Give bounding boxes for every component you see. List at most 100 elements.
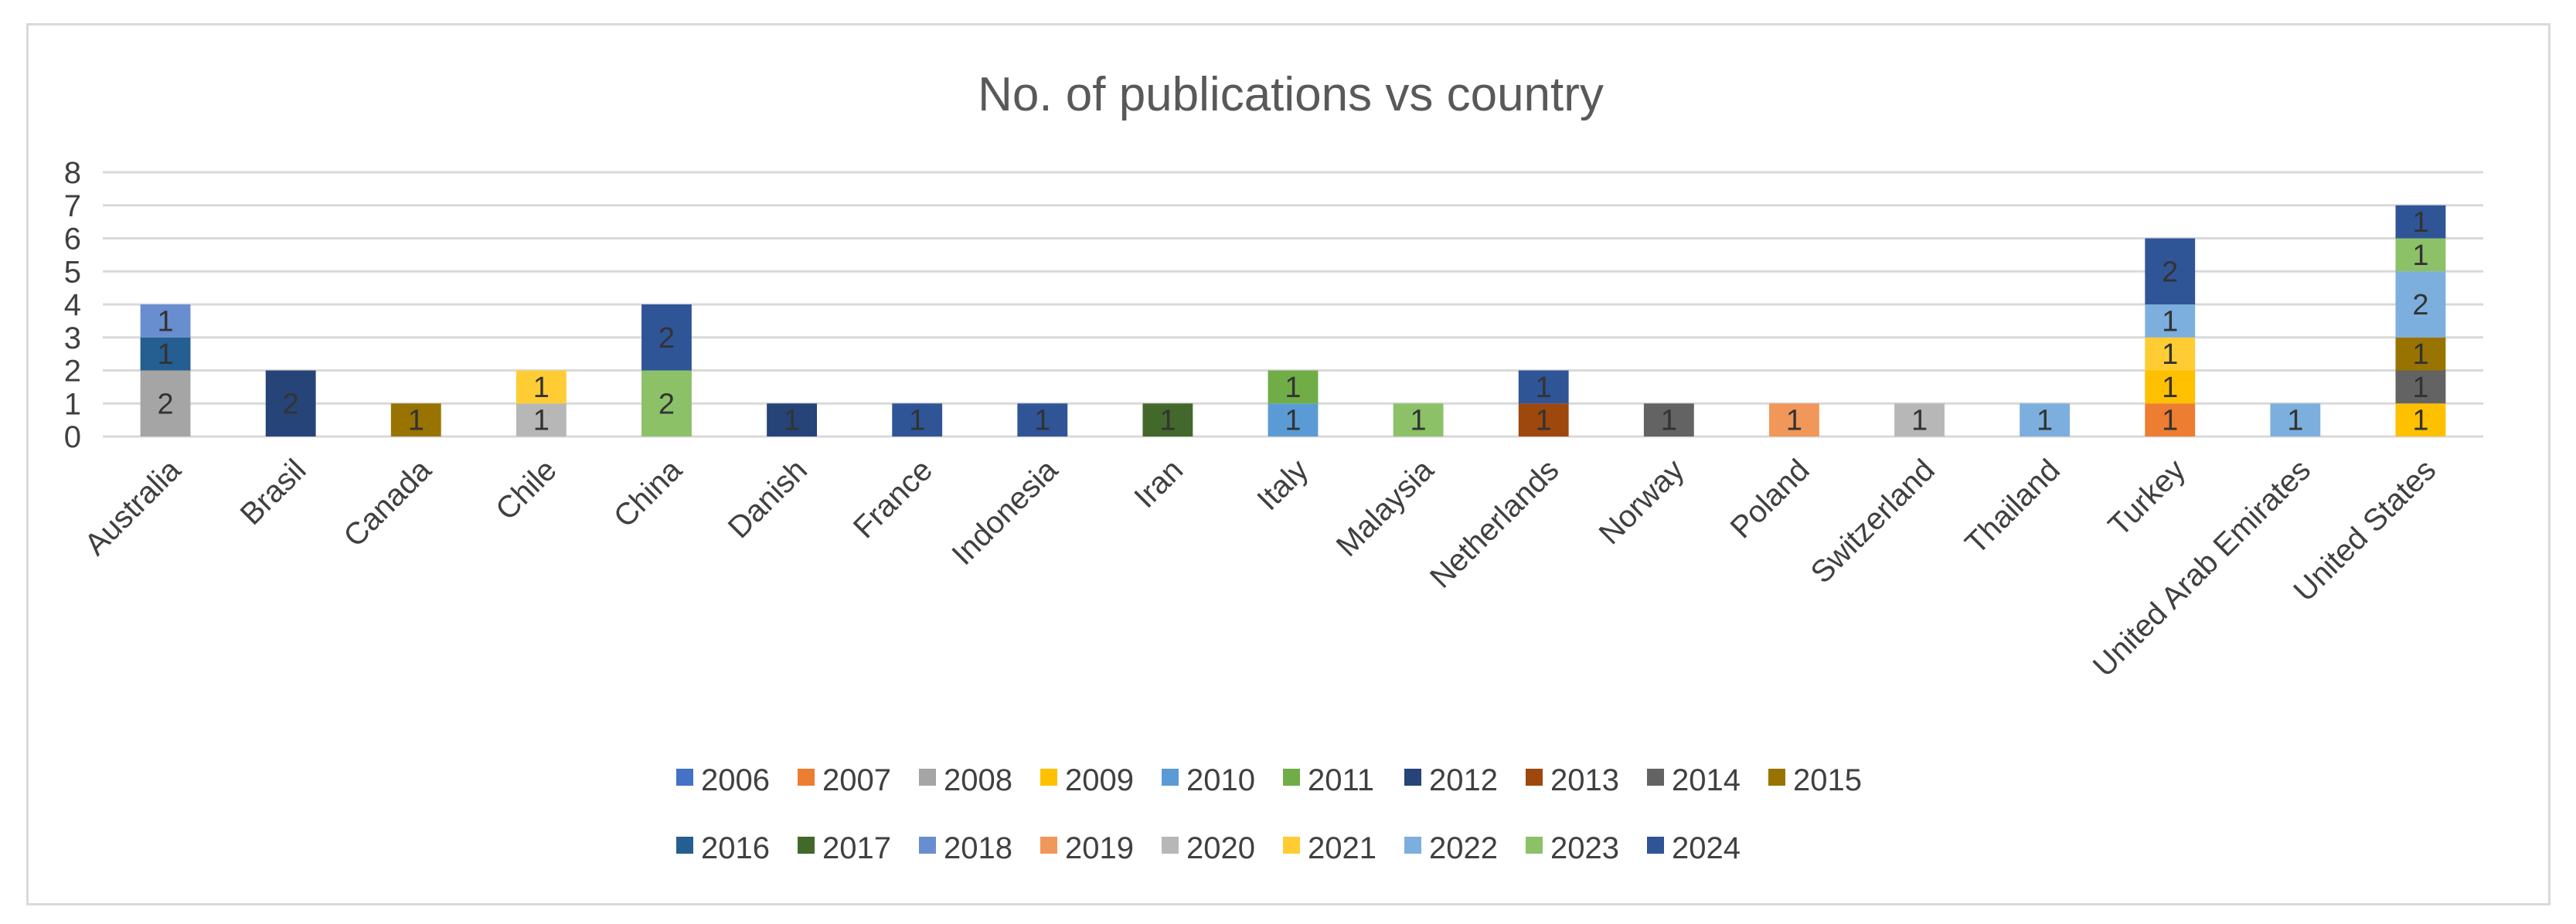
data-label: 1 <box>2162 338 2178 371</box>
legend-label: 2013 <box>1550 763 1619 797</box>
x-tick-label: Chile <box>489 453 563 527</box>
legend-label: 2014 <box>1672 763 1741 797</box>
bar-segment <box>140 370 191 437</box>
bar-segment <box>767 403 817 437</box>
data-label: 1 <box>2412 206 2428 239</box>
data-label: 2 <box>157 388 173 420</box>
legend-swatch <box>1526 769 1543 786</box>
legend-swatch <box>1283 837 1300 854</box>
legend-label: 2011 <box>1308 763 1374 797</box>
data-label: 1 <box>1285 405 1301 437</box>
data-label: 1 <box>1285 372 1301 404</box>
data-label: 1 <box>2037 405 2053 437</box>
bar-segment <box>2270 403 2321 437</box>
x-tick-label: Australia <box>78 453 188 562</box>
x-tick-label: Poland <box>1724 453 1816 545</box>
x-tick-label: Brasil <box>234 453 313 532</box>
legend-swatch <box>1283 769 1300 786</box>
y-tick-label: 5 <box>64 255 81 289</box>
bar-segment <box>892 403 943 437</box>
data-label: 2 <box>283 388 299 420</box>
bar-segment <box>1017 403 1068 437</box>
y-tick-label: 7 <box>64 189 81 223</box>
x-tick-label: Italy <box>1251 453 1315 517</box>
legend-swatch <box>676 837 693 854</box>
bar-segment <box>1142 403 1193 437</box>
bar-segment <box>2395 271 2446 338</box>
legend-label: 2015 <box>1793 763 1862 797</box>
legend-label: 2023 <box>1550 831 1619 865</box>
data-label: 1 <box>2412 239 2428 272</box>
bar-segment <box>390 403 441 437</box>
bar-segment <box>1268 370 1319 404</box>
y-tick-label: 0 <box>64 420 81 454</box>
bar-segment <box>1643 403 1694 437</box>
y-tick-label: 4 <box>64 288 81 322</box>
legend-swatch <box>1404 769 1421 786</box>
chart-title: No. of publications vs country <box>978 68 1604 121</box>
x-tick-label: Switzerland <box>1805 453 1941 589</box>
bar-segment <box>2145 337 2196 371</box>
bar-segment <box>1518 370 1569 404</box>
bar-segment <box>2395 337 2446 371</box>
x-tick-label: Norway <box>1593 453 1691 551</box>
bar-segment <box>2395 370 2446 404</box>
data-label: 1 <box>533 372 550 404</box>
data-label: 1 <box>2412 405 2428 437</box>
bar-segment <box>2395 238 2446 272</box>
x-tick-label: Turkey <box>2102 453 2193 543</box>
legend-label: 2008 <box>944 763 1012 797</box>
y-tick-label: 2 <box>64 355 81 389</box>
legend-layer: 2006 2007 2008 2009 2010 2011 2012 2013 2014 2015… <box>676 763 1862 865</box>
data-label: 1 <box>2162 372 2178 404</box>
bar-segment <box>2145 238 2196 304</box>
grid-layer <box>103 171 2483 438</box>
data-label: 1 <box>157 338 173 371</box>
legend-label: 2018 <box>944 831 1012 865</box>
legend-label: 2020 <box>1186 831 1255 865</box>
data-label: 1 <box>1159 405 1176 437</box>
bar-segment <box>2145 370 2196 404</box>
legend-label: 2019 <box>1065 831 1134 865</box>
data-label: 1 <box>2412 372 2428 404</box>
data-label: 1 <box>533 405 550 437</box>
data-label: 1 <box>1536 372 1552 404</box>
data-label: 1 <box>909 405 925 437</box>
legend-swatch <box>919 769 936 786</box>
legend-label: 2006 <box>701 763 770 797</box>
y-tick-label: 1 <box>64 387 81 421</box>
data-label: 2 <box>658 322 675 355</box>
legend-swatch <box>919 837 936 854</box>
x-tick-label: Iran <box>1128 453 1189 515</box>
legend-label: 2021 <box>1308 831 1376 865</box>
bar-segment <box>1894 403 1945 437</box>
data-label: 1 <box>1536 405 1552 437</box>
legend-swatch <box>1040 837 1057 854</box>
data-label: 1 <box>1411 405 1427 437</box>
legend-swatch <box>798 837 815 854</box>
bar-segment <box>140 304 191 338</box>
legend-swatch <box>676 769 693 786</box>
legend-label: 2012 <box>1429 763 1498 797</box>
legend-swatch <box>1162 837 1179 854</box>
data-label: 1 <box>408 405 424 437</box>
x-tick-label: United Arab Emirates <box>2087 453 2317 683</box>
bar-segment <box>516 370 567 404</box>
bar-segment <box>516 403 567 437</box>
legend-label: 2016 <box>701 831 770 865</box>
data-label: 1 <box>1911 405 1928 437</box>
bar-segment <box>641 370 692 437</box>
bar-segment <box>265 370 316 437</box>
bar-segment <box>2395 403 2446 437</box>
x-tick-label: Netherlands <box>1424 453 1566 595</box>
legend-swatch <box>1404 837 1421 854</box>
data-label: 1 <box>1034 405 1050 437</box>
data-label: 1 <box>2162 305 2178 338</box>
legend-swatch <box>1647 769 1664 786</box>
bar-segment <box>2395 205 2446 239</box>
data-label: 1 <box>784 405 800 437</box>
data-label: 1 <box>2287 405 2303 437</box>
x-tick-label: Thailand <box>1958 453 2067 561</box>
legend-swatch <box>1768 769 1785 786</box>
